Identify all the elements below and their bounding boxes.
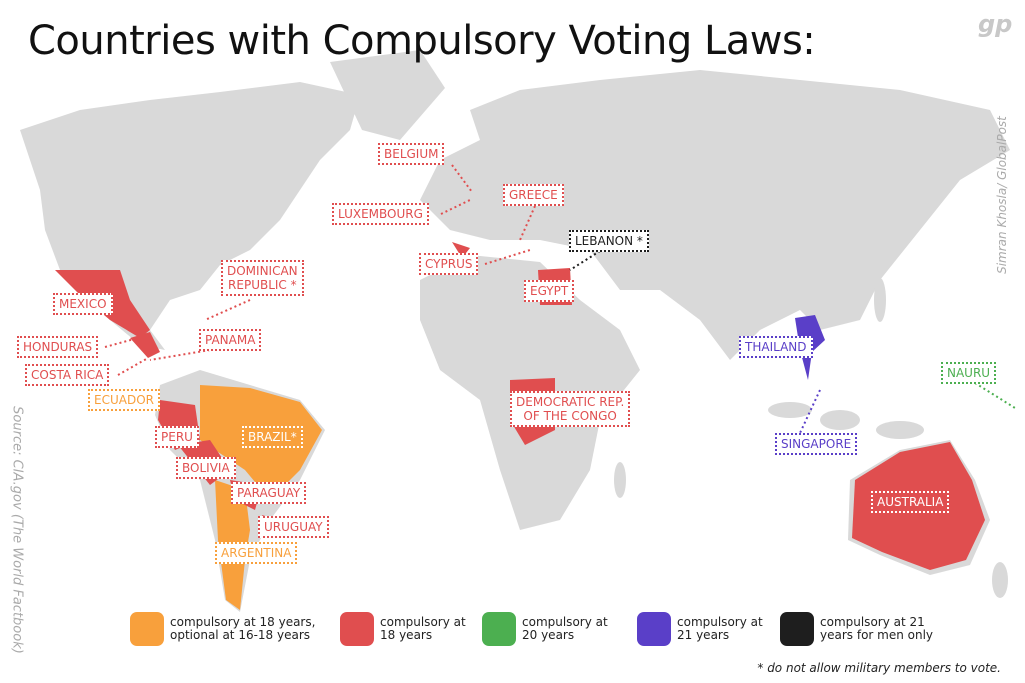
country-label: AUSTRALIA	[871, 491, 950, 513]
legend-line: 20 years	[522, 628, 575, 642]
legend-line: compulsory at 18 years,	[170, 615, 316, 629]
country-label: COSTA RICA	[25, 364, 110, 386]
country-label: BOLIVIA	[176, 457, 236, 479]
country-label: THAILAND	[739, 336, 813, 358]
label-line: DEMOCRATIC REP.	[516, 395, 625, 409]
country-label: URUGUAY	[258, 516, 329, 538]
legend-swatch	[780, 612, 814, 646]
legend-item: compulsory at 20 years	[482, 612, 608, 646]
legend-item: compulsory at 21 years	[637, 612, 763, 646]
legend-label: compulsory at 18 years	[380, 616, 466, 642]
legend-line: optional at 16-18 years	[170, 628, 311, 642]
leader-lines	[104, 164, 1016, 434]
label-line: CYPRUS	[425, 257, 473, 271]
legend-line: 21 years	[677, 628, 730, 642]
legend-swatch	[130, 612, 164, 646]
label-line: GREECE	[509, 188, 558, 202]
legend-label: compulsory at 21 years	[677, 616, 763, 642]
country-label: BELGIUM	[378, 143, 445, 165]
country-label: PANAMA	[199, 329, 262, 351]
label-line: ARGENTINA	[221, 546, 292, 560]
country-label: LUXEMBOURG	[332, 203, 429, 225]
label-line: AUSTRALIA	[877, 495, 944, 509]
country-label: PERU	[155, 426, 199, 448]
label-line: BRAZIL*	[248, 430, 297, 444]
label-line: NAURU	[947, 366, 991, 380]
label-line: PANAMA	[205, 333, 256, 347]
country-label: BRAZIL*	[242, 426, 303, 448]
country-label: DEMOCRATIC REP. OF THE CONGO	[510, 391, 631, 427]
legend-line: 18 years	[380, 628, 433, 642]
legend-label: compulsory at 20 years	[522, 616, 608, 642]
legend-label: compulsory at 18 years, optional at 16-18…	[170, 616, 315, 642]
legend-line: years for men only	[820, 628, 934, 642]
source: Source: CIA.gov (The World Factbook)	[9, 406, 25, 654]
credit: Simran Khosla/ GlobalPost	[995, 116, 1009, 274]
footnote: * do not allow military members to vote.	[757, 661, 1001, 675]
country-label: NAURU	[941, 362, 997, 384]
label-line: BOLIVIA	[182, 461, 230, 475]
legend-line: compulsory at	[522, 615, 608, 629]
legend-line: compulsory at 21	[820, 615, 925, 629]
label-line: URUGUAY	[264, 520, 323, 534]
label-line: BELGIUM	[384, 147, 439, 161]
title: Countries with Compulsory Voting Laws:	[28, 18, 816, 64]
label-line: OF THE CONGO	[523, 409, 617, 423]
label-line: PARAGUAY	[237, 486, 301, 500]
label-line: SINGAPORE	[781, 437, 852, 451]
legend-label: compulsory at 21 years for men only	[820, 616, 933, 642]
label-line: EGYPT	[530, 284, 569, 298]
label-line: LUXEMBOURG	[338, 207, 423, 221]
label-line: ECUADOR	[94, 393, 154, 407]
legend-line: compulsory at	[677, 615, 763, 629]
country-label: DOMINICAN REPUBLIC *	[221, 260, 304, 296]
country-label: HONDURAS	[17, 336, 99, 358]
country-label: GREECE	[503, 184, 564, 206]
country-label: MEXICO	[53, 293, 113, 315]
label-line: MEXICO	[59, 297, 107, 311]
legend-item: compulsory at 21 years for men only	[780, 612, 933, 646]
label-line: THAILAND	[745, 340, 807, 354]
legend-item: compulsory at 18 years, optional at 16-18…	[130, 612, 315, 646]
country-label: CYPRUS	[419, 253, 479, 275]
legend-swatch	[340, 612, 374, 646]
country-label: PARAGUAY	[231, 482, 307, 504]
legend-swatch	[482, 612, 516, 646]
legend-line: compulsory at	[380, 615, 466, 629]
legend-item: compulsory at 18 years	[340, 612, 466, 646]
country-label: ARGENTINA	[215, 542, 298, 564]
label-line: COSTA RICA	[31, 368, 104, 382]
label-line: PERU	[161, 430, 193, 444]
label-line: HONDURAS	[23, 340, 93, 354]
country-label: LEBANON *	[569, 230, 649, 252]
label-line: REPUBLIC *	[228, 278, 297, 292]
country-label: SINGAPORE	[775, 433, 858, 455]
label-line: DOMINICAN	[227, 264, 298, 278]
label-line: LEBANON *	[575, 234, 643, 248]
legend-swatch	[637, 612, 671, 646]
logo: gp	[978, 10, 1013, 38]
country-label: EGYPT	[524, 280, 575, 302]
country-label: ECUADOR	[88, 389, 160, 411]
